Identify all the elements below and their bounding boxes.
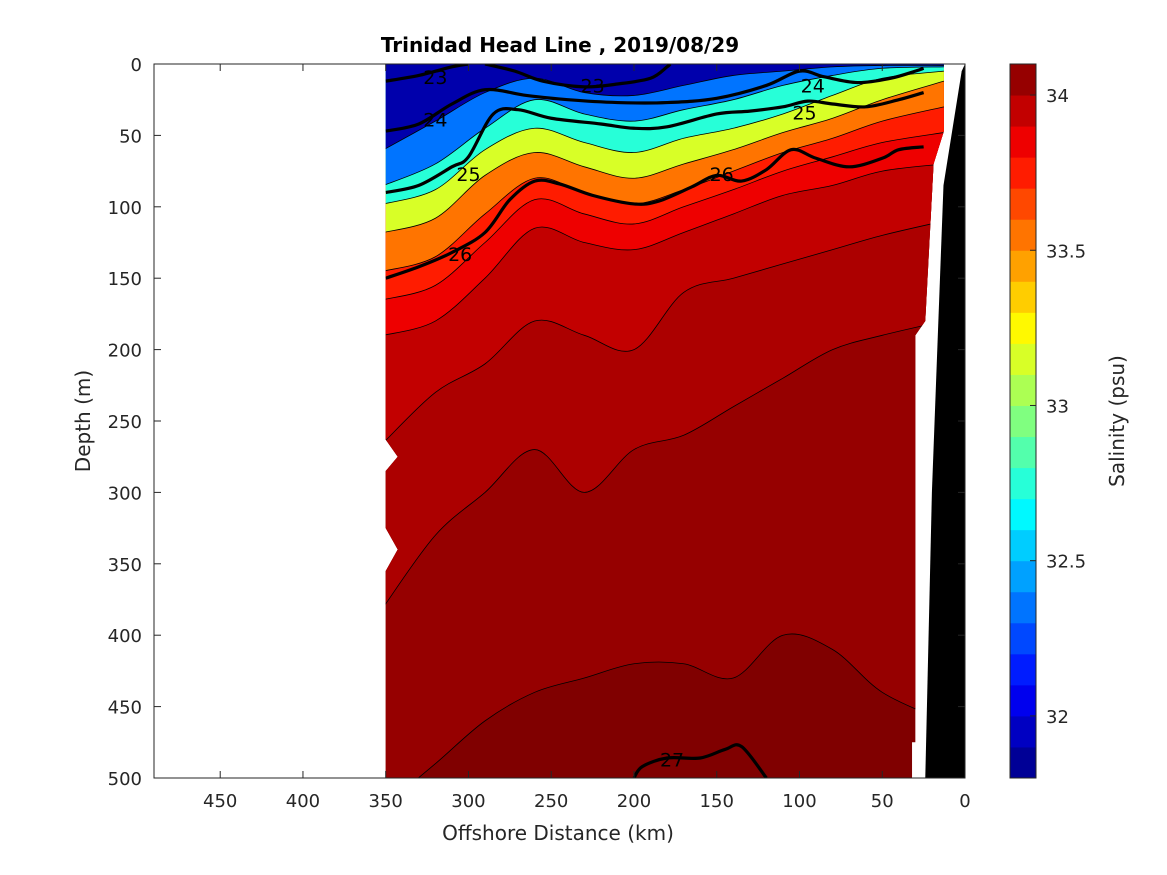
x-axis: 450 400 350 300 250 200 150 100 50 0 bbox=[203, 64, 971, 812]
x-tick-label: 300 bbox=[451, 791, 485, 812]
y-tick-label: 500 bbox=[108, 769, 142, 790]
density-contour-label: 27 bbox=[660, 749, 684, 771]
colorbar-segment bbox=[1010, 64, 1036, 96]
density-contour-label: 26 bbox=[448, 244, 472, 266]
isohaline-line bbox=[385, 633, 945, 778]
colorbar-segment bbox=[1010, 746, 1036, 779]
y-axis: 0 50 100 150 200 250 300 350 400 450 500 bbox=[108, 55, 965, 790]
x-tick-label: 400 bbox=[286, 791, 320, 812]
x-tick-label: 0 bbox=[959, 791, 970, 812]
colorbar-tick-label: 32.5 bbox=[1046, 552, 1086, 573]
x-tick-label: 50 bbox=[871, 791, 894, 812]
colorbar-segment bbox=[1010, 281, 1036, 313]
isohaline-line bbox=[385, 163, 944, 336]
x-tick-label: 200 bbox=[617, 791, 651, 812]
x-tick-label: 100 bbox=[782, 791, 816, 812]
salinity-band-fresh bbox=[385, 64, 944, 150]
y-tick-label: 100 bbox=[108, 198, 142, 219]
seafloor-bathymetry bbox=[925, 64, 965, 778]
colorbar-segment bbox=[1010, 126, 1036, 158]
isohaline-line bbox=[385, 132, 944, 301]
colorbar-segment bbox=[1010, 467, 1036, 500]
colorbar-segment bbox=[1010, 529, 1036, 562]
density-contour-label: 25 bbox=[456, 164, 480, 186]
isohaline-line bbox=[385, 64, 944, 151]
colorbar-segment bbox=[1010, 653, 1036, 686]
colorbar-label: Salinity (psu) bbox=[1105, 355, 1129, 487]
y-tick-label: 300 bbox=[108, 483, 142, 504]
density-contour-25 bbox=[385, 91, 925, 195]
colorbar-tick-label: 33.5 bbox=[1046, 241, 1086, 262]
isohaline-line bbox=[385, 80, 945, 233]
density-contour-24 bbox=[385, 66, 925, 133]
density-contour-label: 26 bbox=[710, 164, 734, 186]
y-tick-label: 400 bbox=[108, 626, 142, 647]
chart-title: Trinidad Head Line , 2019/08/29 bbox=[381, 33, 739, 57]
colorbar-segment bbox=[1010, 436, 1036, 469]
colorbar-segment bbox=[1010, 343, 1036, 375]
isohaline-line bbox=[385, 70, 944, 205]
x-tick-label: 150 bbox=[700, 791, 734, 812]
colorbar-segment bbox=[1010, 188, 1036, 220]
density-contour-26 bbox=[385, 145, 924, 280]
colorbar-segment bbox=[1010, 250, 1036, 282]
density-contour-23 bbox=[385, 64, 469, 83]
colorbar-tick-label: 32 bbox=[1046, 707, 1069, 728]
y-axis-label: Depth (m) bbox=[71, 370, 95, 472]
colorbar-segment bbox=[1010, 219, 1036, 251]
density-contour-27 bbox=[632, 743, 768, 778]
density-contour-23 bbox=[484, 64, 672, 89]
isohaline-line bbox=[385, 220, 944, 443]
x-tick-label: 450 bbox=[203, 791, 237, 812]
colorbar-segment bbox=[1010, 715, 1036, 748]
colorbar-segment bbox=[1010, 95, 1036, 127]
colorbar-segment bbox=[1010, 498, 1036, 531]
isohaline-line bbox=[385, 106, 944, 272]
y-tick-label: 150 bbox=[108, 269, 142, 290]
colorbar: 32 32.5 33 33.5 34 bbox=[1009, 63, 1086, 779]
salinity-field: 23 23 24 24 25 25 26 26 27 bbox=[385, 64, 945, 778]
colorbar-tick-label: 33 bbox=[1046, 396, 1069, 417]
density-contour-label: 23 bbox=[581, 75, 605, 97]
colorbar-segment bbox=[1010, 591, 1036, 624]
y-tick-label: 450 bbox=[108, 698, 142, 719]
colorbar-segment bbox=[1010, 684, 1036, 717]
colorbar-segment bbox=[1010, 560, 1036, 593]
colorbar-segment bbox=[1010, 405, 1036, 438]
density-contour-label: 24 bbox=[423, 110, 447, 132]
x-axis-label: Offshore Distance (km) bbox=[442, 821, 674, 845]
y-tick-label: 250 bbox=[108, 412, 142, 433]
x-tick-label: 350 bbox=[369, 791, 403, 812]
colorbar-frame bbox=[1009, 63, 1037, 779]
colorbar-tick-label: 34 bbox=[1046, 86, 1069, 107]
y-tick-label: 200 bbox=[108, 341, 142, 362]
y-tick-label: 350 bbox=[108, 555, 142, 576]
x-tick-label: 250 bbox=[534, 791, 568, 812]
colorbar-segment bbox=[1010, 374, 1036, 406]
density-contour-label: 23 bbox=[423, 67, 447, 89]
colorbar-segment bbox=[1010, 312, 1036, 344]
y-tick-label: 50 bbox=[119, 126, 142, 147]
colorbar-segment bbox=[1010, 622, 1036, 655]
isohaline-line bbox=[385, 320, 944, 607]
y-tick-label: 0 bbox=[131, 55, 142, 76]
colorbar-segment bbox=[1010, 157, 1036, 189]
density-contour-label: 24 bbox=[801, 75, 825, 97]
density-contour-label: 25 bbox=[792, 103, 816, 125]
